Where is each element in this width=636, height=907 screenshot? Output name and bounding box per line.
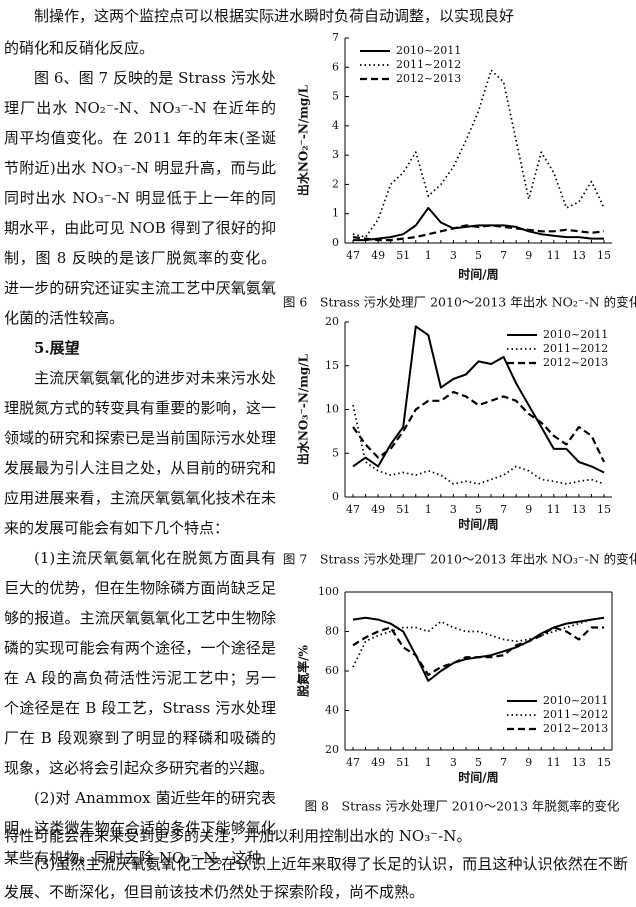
y-tick-label: 80 (325, 625, 339, 638)
x-tick-label: 3 (450, 249, 457, 262)
paragraph: (1)主流厌氧氨氧化在脱氮方面具有巨大的优势，但在生物除磷方面尚缺乏足够的报道。… (4, 549, 276, 777)
x-axis-title: 时间/周 (458, 770, 498, 785)
series-line (353, 206, 604, 242)
y-tick-label: 4 (332, 119, 339, 132)
y-tick-label: 0 (332, 490, 339, 503)
y-tick-label: 40 (325, 704, 339, 717)
x-tick-label: 1 (425, 503, 432, 516)
bottom-text: 特性可能会在未来受到更多的关注，并加以利用控制出水的 NO₃⁻-N。 (3)虽然… (4, 822, 628, 906)
series-line (352, 616, 605, 682)
x-tick-label: 13 (572, 756, 586, 769)
y-tick-label: 1 (332, 207, 339, 220)
x-tick-label: 1 (425, 756, 432, 769)
x-tick-label: 9 (525, 249, 532, 262)
series-line (352, 224, 605, 242)
y-tick-label: 5 (332, 446, 339, 459)
x-tick-label: 47 (346, 756, 360, 769)
x-tick-label: 13 (572, 503, 586, 516)
series-line (352, 616, 605, 668)
x-tick-label: 11 (547, 756, 561, 769)
x-tick-label: 47 (346, 503, 360, 516)
x-tick-label: 49 (371, 756, 385, 769)
paragraph: 制操作，这两个监控点可以根据实际进水瞬时负荷自动调整，以实现良好 (34, 7, 515, 25)
legend-label: 2010~2011 (543, 694, 608, 707)
series-line (352, 325, 605, 474)
x-tick-label: 5 (475, 503, 482, 516)
legend-label: 2011~2012 (543, 708, 608, 721)
figure-caption: 图 6 Strass 污水处理厂 2010～2013 年出水 NO₂⁻-N 的变… (283, 295, 636, 310)
y-tick-label: 3 (332, 148, 339, 161)
y-tick-label: 100 (318, 585, 339, 598)
x-tick-label: 51 (396, 249, 410, 262)
series-line (352, 626, 604, 677)
series-line (352, 69, 605, 238)
section-heading: 5.展望 (34, 339, 80, 357)
paragraph: 图 6、图 7 反映的是 Strass 污水处理厂出水 NO₂⁻-N、NO₃⁻-… (4, 69, 276, 327)
x-axis-title: 时间/周 (458, 267, 498, 282)
top-text: 制操作，这两个监控点可以根据实际进水瞬时负荷自动调整，以实现良好 (4, 1, 628, 31)
y-tick-label: 7 (332, 31, 339, 44)
y-tick-label: 15 (325, 359, 339, 372)
y-tick-label: 6 (332, 60, 339, 73)
x-tick-label: 9 (525, 503, 532, 516)
y-tick-label: 2 (332, 177, 339, 190)
legend-label: 2011~2012 (543, 342, 608, 355)
x-tick-label: 11 (547, 503, 561, 516)
legend-label: 2012~2013 (543, 356, 608, 369)
paragraph: (2)对 Anammox 菌近些年的研究表明，这类微生物在合适的条件下能够氧化某… (4, 789, 276, 867)
paragraph: 的硝化和反硝化反应。 (4, 39, 155, 57)
y-axis-title: 脱氮率/% (296, 645, 311, 697)
x-tick-label: 3 (450, 756, 457, 769)
x-tick-label: 15 (597, 249, 611, 262)
y-tick-label: 10 (325, 403, 339, 416)
y-tick-label: 20 (325, 315, 339, 328)
x-tick-label: 5 (475, 756, 482, 769)
y-tick-label: 5 (332, 90, 339, 103)
y-axis-title: 出水NO₂⁻-N/mg/L (296, 84, 311, 196)
x-tick-label: 51 (396, 756, 410, 769)
y-tick-label: 60 (325, 664, 339, 677)
y-axis-title: 出水NO₃⁻-N/mg/L (296, 353, 311, 465)
x-tick-label: 9 (525, 756, 532, 769)
x-tick-label: 51 (396, 503, 410, 516)
x-tick-label: 15 (597, 503, 611, 516)
legend-label: 2012~2013 (543, 722, 608, 735)
legend-label: 2012~2013 (396, 72, 461, 85)
x-tick-label: 49 (371, 249, 385, 262)
paragraph: 特性可能会在未来受到更多的关注，并加以利用控制出水的 NO₃⁻-N。 (4, 827, 472, 845)
figure-caption: 图 8 Strass 污水处理厂 2010～2013 年脱氮率的变化 (305, 799, 620, 814)
x-tick-label: 15 (597, 756, 611, 769)
x-tick-label: 7 (500, 503, 507, 516)
y-tick-label: 20 (325, 743, 339, 756)
x-tick-label: 7 (500, 756, 507, 769)
x-tick-label: 49 (371, 503, 385, 516)
series-line (352, 404, 605, 485)
figure-caption: 图 7 Strass 污水处理厂 2010～2013 年出水 NO₃⁻-N 的变… (283, 552, 636, 567)
x-tick-label: 3 (450, 503, 457, 516)
paragraph: (3)虽然主流厌氧氨氧化工艺在认识上近年来取得了长足的认识，而且这种认识依然在不… (4, 855, 628, 901)
y-tick-label: 0 (332, 236, 339, 249)
legend-label: 2011~2012 (396, 58, 461, 71)
x-tick-label: 47 (346, 249, 360, 262)
series-line (352, 390, 605, 463)
x-tick-label: 13 (572, 249, 586, 262)
legend-label: 2010~2011 (543, 328, 608, 341)
column-text: 的硝化和反硝化反应。 图 6、图 7 反映的是 Strass 污水处理厂出水 N… (4, 33, 276, 873)
x-tick-label: 11 (547, 249, 561, 262)
x-tick-label: 7 (500, 249, 507, 262)
x-tick-label: 5 (475, 249, 482, 262)
paragraph: 主流厌氧氨氧化的进步对未来污水处理脱氮方式的转变具有重要的影响，这一领域的研究和… (4, 369, 276, 537)
x-tick-label: 1 (425, 249, 432, 262)
x-axis-title: 时间/周 (458, 517, 498, 532)
legend-label: 2010~2011 (396, 44, 461, 57)
